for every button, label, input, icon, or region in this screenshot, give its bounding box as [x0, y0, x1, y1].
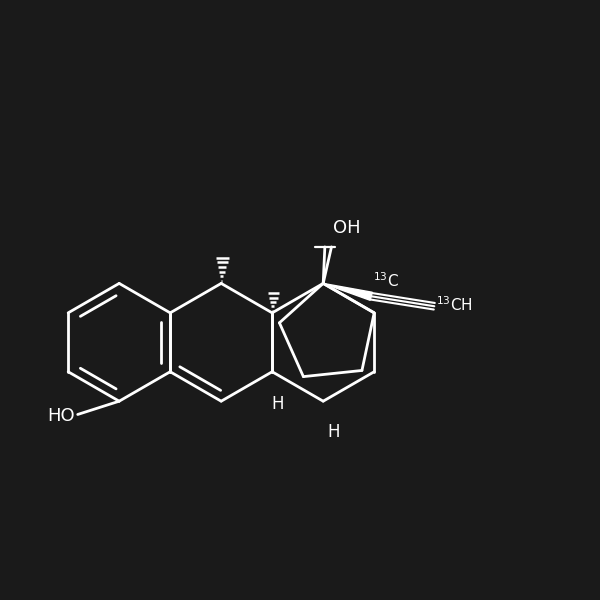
- Text: $^{13}$CH: $^{13}$CH: [436, 295, 473, 314]
- Text: HO: HO: [47, 407, 74, 425]
- Text: OH: OH: [333, 219, 361, 237]
- Text: H: H: [271, 395, 283, 413]
- Text: $^{13}$C: $^{13}$C: [373, 271, 399, 290]
- Polygon shape: [323, 283, 373, 300]
- Text: H: H: [327, 423, 340, 441]
